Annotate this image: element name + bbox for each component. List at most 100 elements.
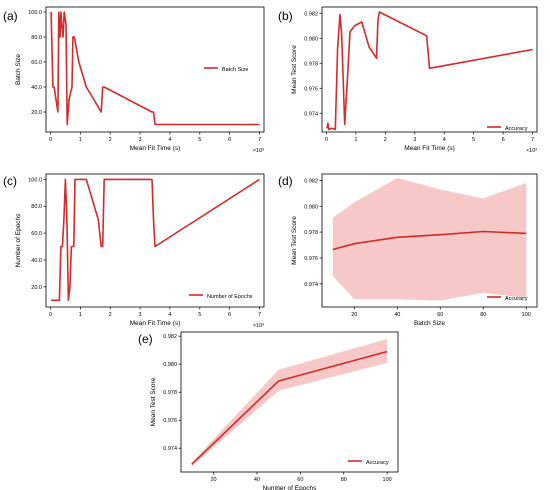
chart-panel: (b) Accuracy 0 1 2 3 4 5 6 7 0.974 0.976 0.978 0.980 0…	[278, 6, 538, 154]
x-axis-label: Number of Epochs	[263, 485, 318, 490]
y-tick-label: 0.978	[163, 390, 177, 396]
legend-label: Number of Epochs	[207, 294, 253, 300]
legend: Accuracy	[487, 296, 528, 302]
y-tick-label: 0.980	[304, 204, 318, 210]
legend-label: Accuracy	[505, 296, 528, 302]
series-line	[326, 11, 533, 131]
x-tick-label: 1	[79, 137, 82, 143]
y-tick-label: 100.0	[28, 177, 42, 183]
x-tick-label: 40	[394, 312, 400, 318]
x-tick-label: 60	[297, 477, 303, 483]
legend: Accuracy	[348, 460, 389, 466]
x-tick-label: 4	[168, 137, 171, 143]
y-tick-label: 40.0	[31, 85, 42, 91]
panel-label: (d)	[278, 174, 293, 188]
x-tick-label: 3	[139, 312, 142, 318]
legend-label: Batch Size	[222, 67, 248, 73]
y-tick-label: 100.0	[28, 10, 42, 16]
x-tick-label: 7	[258, 137, 261, 143]
x-tick-label: 20	[210, 477, 216, 483]
series-line	[332, 230, 527, 251]
y-tick-label: 0.982	[304, 11, 318, 17]
chart-panel: (d) Accuracy 20 40 60 80 100 0.974 0.976 0.978 0.9…	[278, 173, 538, 327]
x-tick-label: 1	[79, 312, 82, 318]
y-tick-label: 20.0	[31, 285, 42, 291]
y-axis-label: Batch Size	[15, 54, 22, 85]
x-tick-label: 6	[228, 137, 231, 143]
x-tick-label: 1	[354, 137, 357, 143]
x-axis-label: Mean Fit Time (s)	[130, 145, 181, 152]
y-tick-label: 0.978	[304, 230, 318, 236]
panel-label: (c)	[3, 174, 17, 188]
y-tick-label: 0.974	[304, 282, 318, 288]
y-tick-label: 0.974	[163, 446, 177, 452]
plot-frame	[45, 173, 265, 308]
y-tick-label: 0.980	[304, 36, 318, 42]
y-tick-label: 0.978	[304, 61, 318, 67]
confidence-band	[332, 177, 527, 301]
x-tick-label: 7	[258, 312, 261, 318]
panel-label: (e)	[138, 332, 153, 346]
x-tick-label: 80	[341, 477, 347, 483]
confidence-band	[191, 339, 388, 467]
x-tick-label: 2	[109, 312, 112, 318]
y-tick-label: 0.976	[304, 86, 318, 92]
y-tick-label: 20.0	[31, 110, 42, 116]
x-tick-label: 100	[522, 312, 531, 318]
legend: Accuracy	[487, 126, 528, 132]
y-tick-label: 80.0	[31, 35, 42, 41]
plot-frame	[180, 331, 399, 473]
chart-panel: (a) Batch Size 0 1 2 3 4 5 6 7 20.0 40.0 60.0 80.0 100…	[3, 6, 265, 154]
x-tick-label: 40	[254, 477, 260, 483]
x-tick-label: 4	[443, 137, 446, 143]
y-axis-label: Mean Test Score	[291, 45, 298, 94]
y-tick-label: 60.0	[31, 231, 42, 237]
y-tick-label: 0.974	[304, 111, 318, 117]
chart-panel: (e) Accuracy 20 40 60 80 100 0.974 0.976 0.978 0.9…	[138, 331, 399, 490]
y-tick-label: 80.0	[31, 204, 42, 210]
x-multiplier: ×10³	[253, 323, 264, 329]
y-tick-label: 0.982	[163, 334, 177, 340]
x-tick-label: 2	[384, 137, 387, 143]
x-tick-label: 6	[228, 312, 231, 318]
legend-label: Accuracy	[505, 126, 528, 132]
x-tick-label: 5	[472, 137, 475, 143]
x-multiplier: ×10³	[526, 148, 537, 154]
y-tick-label: 0.976	[163, 418, 177, 424]
series-line	[51, 178, 260, 302]
x-tick-label: 5	[198, 137, 201, 143]
x-tick-label: 4	[168, 312, 171, 318]
x-tick-label: 20	[351, 312, 357, 318]
x-tick-label: 5	[198, 312, 201, 318]
y-axis-label: Number of Epochs	[15, 213, 22, 268]
x-tick-label: 0	[49, 137, 52, 143]
y-tick-label: 40.0	[31, 258, 42, 264]
y-tick-label: 0.976	[304, 256, 318, 262]
x-axis-label: Batch Size	[414, 320, 445, 327]
x-tick-label: 60	[437, 312, 443, 318]
x-tick-label: 3	[139, 137, 142, 143]
chart-panel: (c) Number of Epochs 0 1 2 3 4 5 6 7 20.0 40.0 60.0 8…	[3, 173, 265, 329]
series-line	[191, 350, 388, 465]
x-multiplier: ×10³	[253, 148, 264, 154]
x-tick-label: 0	[49, 312, 52, 318]
series-line	[50, 11, 260, 126]
legend: Number of Epochs	[189, 294, 253, 300]
x-tick-label: 80	[480, 312, 486, 318]
plot-frame	[321, 6, 538, 133]
x-tick-label: 7	[531, 137, 534, 143]
x-axis-label: Mean Fit Time (s)	[130, 320, 181, 327]
x-axis-label: Mean Fit Time (s)	[404, 145, 455, 152]
x-tick-label: 100	[383, 477, 392, 483]
x-tick-label: 2	[109, 137, 112, 143]
panel-label: (a)	[3, 9, 18, 23]
y-tick-label: 0.982	[304, 178, 318, 184]
x-tick-label: 6	[502, 137, 505, 143]
y-tick-label: 60.0	[31, 60, 42, 66]
y-axis-label: Mean Test Score	[291, 216, 298, 265]
y-tick-label: 0.980	[163, 362, 177, 368]
plot-frame	[321, 173, 538, 308]
legend-label: Accuracy	[366, 460, 389, 466]
x-tick-label: 0	[325, 137, 328, 143]
y-axis-label: Mean Test Score	[150, 377, 157, 426]
